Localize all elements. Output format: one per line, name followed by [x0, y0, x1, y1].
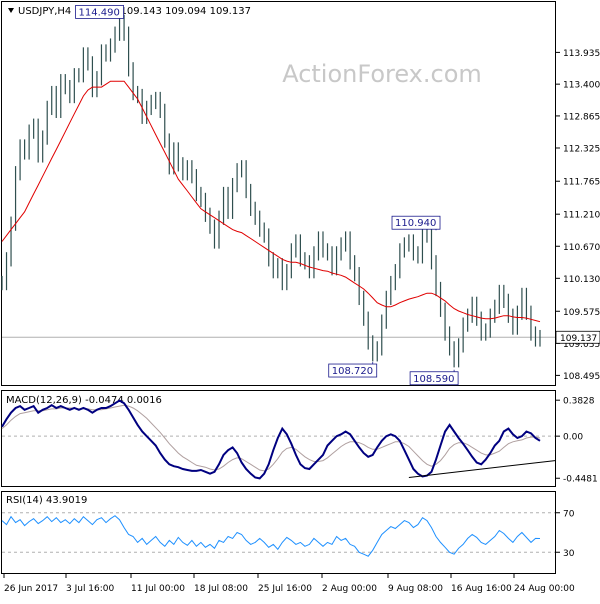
x-axis-label: 18 Jul 08:00 [194, 584, 248, 594]
price-annotation-box [75, 5, 124, 19]
current-price-box [555, 330, 600, 344]
price-annotation-label: 114.490 [79, 7, 120, 18]
price-tick-label: 110.670 [563, 243, 600, 253]
macd-label: MACD(12,26,9) -0.0474 0.0016 [6, 395, 162, 406]
price-tick-label: 111.210 [563, 211, 600, 221]
price-tick-label: 110.130 [563, 275, 600, 285]
x-axis-label: 3 Jul 16:00 [66, 584, 115, 594]
price-tick-labels: 113.935 113.400 112.865 112.325 111.765 111.2… [555, 49, 600, 382]
price-header: USDJPY,H4 109.125 109.143 109.094 109.13… [8, 6, 251, 17]
macd-marks [1, 399, 556, 480]
price-tick-label: 113.400 [563, 81, 600, 91]
x-axis-label: 26 Jun 2017 [4, 584, 58, 594]
price-tick-label: 108.495 [563, 372, 600, 382]
rsi-label: RSI(14) 43.9019 [6, 495, 87, 506]
watermark: ActionForex.com [282, 60, 482, 88]
ohlc-label: 109.125 109.143 109.094 109.137 [76, 6, 251, 17]
x-axis-label: 25 Jul 16:00 [258, 584, 312, 594]
x-axis-label: 11 Jul 00:00 [131, 584, 185, 594]
price-annotation-label: 108.720 [332, 366, 373, 377]
x-axis-label: 24 Aug 00:00 [514, 584, 575, 594]
price-tick-label: 112.865 [563, 112, 600, 122]
price-annotation-box [391, 215, 441, 230]
macd-tick-label: 0.00 [563, 433, 583, 443]
price-annotation-box [328, 363, 378, 378]
rsi-grid: 70 30 [2, 509, 575, 559]
macd-tick-label: -0.4481 [563, 475, 598, 485]
rsi-line [1, 515, 541, 557]
x-axis-label: 2 Aug 00:00 [322, 584, 377, 594]
price-tick-label: 113.935 [563, 49, 600, 59]
price-tick-label: 111.765 [563, 178, 600, 188]
macd-trendline [408, 460, 556, 478]
price-tick-label: 109.035 [563, 340, 600, 350]
symbol-label: USDJPY,H4 [18, 6, 71, 17]
price-annotation-label: 108.590 [413, 374, 454, 385]
rsi-tick-label: 30 [563, 549, 575, 559]
macd-signal-line [1, 404, 541, 472]
price-tick-label: 109.575 [563, 308, 600, 318]
rsi-panel-frame [1, 491, 556, 574]
x-axis: 26 Jun 2017 3 Jul 16:00 11 Jul 00:00 18 Jul… [3, 574, 575, 594]
macd-tick-label: 0.3828 [563, 397, 595, 407]
rsi-marks [1, 515, 541, 557]
x-axis-label: 9 Aug 08:00 [388, 584, 443, 594]
moving-average-line [1, 80, 541, 323]
dropdown-triangle-icon [8, 8, 14, 13]
price-annotation-box [409, 371, 459, 386]
price-marks: 114.490 110.940 108.720 108.590 [1, 5, 541, 386]
current-price-label: 109.137 [560, 334, 597, 344]
price-annotation-label: 110.940 [395, 218, 436, 229]
rsi-tick-label: 70 [563, 509, 575, 519]
x-axis-label: 16 Aug 16:00 [451, 584, 512, 594]
price-tick-label: 112.325 [563, 144, 600, 154]
macd-line [1, 399, 541, 480]
